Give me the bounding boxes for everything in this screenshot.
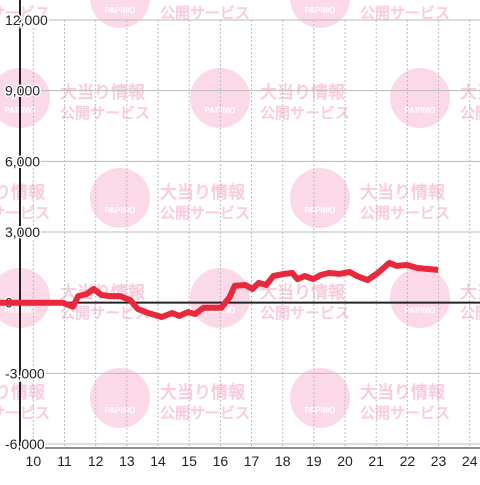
watermark-logo — [290, 0, 350, 28]
x-tick-label: 10 — [26, 453, 42, 469]
watermark-text: 公開サービス — [160, 5, 250, 22]
watermark-logo — [190, 68, 250, 128]
x-tick-label: 16 — [213, 453, 229, 469]
y-tick-label: 12,000 — [5, 12, 48, 28]
watermark-logo — [90, 168, 150, 228]
watermark-text: 公開サービス — [360, 205, 450, 222]
watermark-logo — [390, 68, 450, 128]
x-tick-label: 23 — [431, 453, 447, 469]
x-tick-label: 15 — [181, 453, 197, 469]
watermark-text: 公開サービス — [360, 405, 450, 422]
watermark-text: 大当り情報 — [0, 182, 46, 202]
watermark-text: 公開サービス — [60, 105, 150, 122]
watermark-brand: PAPIMO — [305, 6, 336, 15]
watermark-text: 公開サービス — [160, 405, 250, 422]
watermark-text: 大当り情報 — [360, 0, 446, 2]
x-tick-label: 22 — [400, 453, 416, 469]
watermark-text: 大当り情報 — [260, 282, 346, 302]
x-tick-label: 21 — [368, 453, 384, 469]
watermark-brand: PAPIMO — [405, 306, 436, 315]
watermark-text: 公開サービス — [0, 405, 50, 422]
watermark-text: 大当り情報 — [360, 182, 446, 202]
watermark-text: 公開サービス — [360, 5, 450, 22]
watermark-logo — [290, 368, 350, 428]
watermark-text: 大当り情報 — [360, 382, 446, 402]
watermark-text: 大当り情報 — [0, 0, 46, 2]
watermark-text: 公開サービス — [0, 205, 50, 222]
watermark-text: 大当り情報 — [0, 382, 46, 402]
watermark-brand: PAPIMO — [405, 106, 436, 115]
watermark-logo — [90, 0, 150, 28]
watermark-brand: PAPIMO — [305, 406, 336, 415]
watermark-brand: PAPIMO — [105, 406, 136, 415]
watermarks: PAPIMO大当り情報公開サービスPAPIMO大当り情報公開サービスPAPIMO… — [0, 0, 480, 428]
watermark-text: 大当り情報 — [160, 182, 246, 202]
watermark-logo — [390, 268, 450, 328]
watermark-logo — [90, 368, 150, 428]
y-tick-label: 3,000 — [5, 224, 40, 240]
watermark-text: 大当り情報 — [260, 82, 346, 102]
x-tick-label: 11 — [57, 453, 72, 469]
watermark-brand: PAPIMO — [105, 206, 136, 215]
watermark-text: 公開サービス — [0, 5, 50, 22]
watermark-brand: PAPIMO — [305, 206, 336, 215]
watermark-text: 公開サービス — [160, 205, 250, 222]
y-tick-label: 9,000 — [5, 83, 40, 99]
y-tick-label: 6,000 — [5, 153, 40, 169]
watermark-text: 大当り情報 — [160, 0, 246, 2]
watermark-logo — [0, 268, 50, 328]
watermark-brand: PAPIMO — [105, 6, 136, 15]
watermark-text: 公開サービス — [60, 305, 150, 322]
x-tick-label: 17 — [244, 453, 260, 469]
watermark-text: 公開サービス — [260, 305, 350, 322]
watermark-logo — [0, 68, 50, 128]
x-tick-label: 14 — [150, 453, 166, 469]
x-tick-label: 19 — [306, 453, 322, 469]
watermark-text: 大当り情報 — [160, 382, 246, 402]
watermark-text: 公開サービス — [260, 105, 350, 122]
y-tick-label: -3,000 — [5, 365, 45, 381]
watermark-logo — [290, 168, 350, 228]
watermark-text: 大当り情報 — [60, 82, 146, 102]
x-tick-label: 20 — [337, 453, 353, 469]
x-tick-label: 18 — [275, 453, 291, 469]
series-line — [0, 259, 439, 320]
x-tick-label: 24 — [462, 453, 478, 469]
y-tick-label: -6,000 — [5, 436, 45, 452]
x-tick-label: 13 — [119, 453, 135, 469]
watermark-brand: PAPIMO — [205, 106, 236, 115]
x-tick-label: 12 — [88, 453, 104, 469]
